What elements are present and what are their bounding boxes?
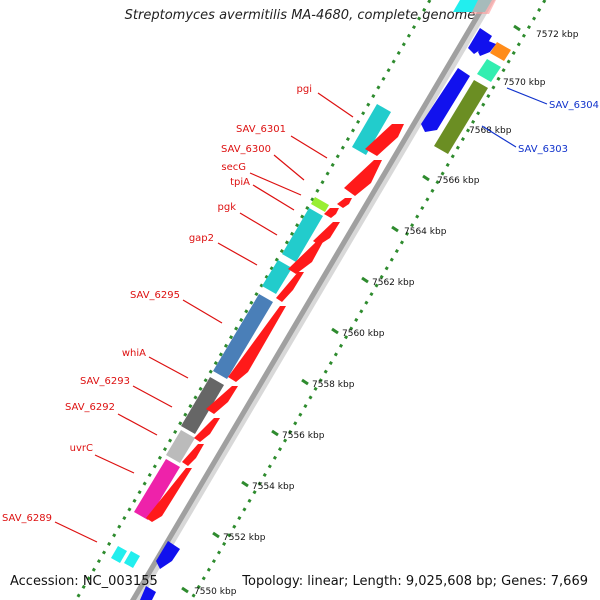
gene-label-whia: whiA [122,348,146,359]
gene-label-sav6300: SAV_6300 [221,144,271,155]
right-label-leaders [481,87,548,148]
right-labels: SAV_6304 SAV_6303 [518,100,599,155]
gene-uvrc-arrow [146,468,192,522]
scale-label: 7556 kbp [282,431,325,441]
scale-ticks-right [189,0,547,600]
scale-label: 7564 kbp [404,227,447,237]
gene-secg-arrow [324,208,339,218]
gene-tpia-arrow [313,222,340,245]
scale-label: 7570 kbp [503,78,546,88]
gene-label-sav6304: SAV_6304 [549,100,599,111]
gene-pgk-arrow [288,240,324,274]
annotation-pgk [282,208,323,262]
annotation-small-cyan [124,551,140,568]
gene-gap2-arrow [276,272,304,302]
gene-label-secg: secG [221,162,246,173]
annotation-pgi [352,104,391,155]
major-tick [181,586,189,594]
gene-label-tpia: tpiA [230,177,250,188]
gene-sav6300-arrow [337,198,352,208]
gene-sav6292-arrow [182,444,204,466]
major-tick [301,378,309,386]
scale-label: 7558 kbp [312,380,355,390]
gene-sav6293-arrow [194,418,220,442]
gene-label-sav6292: SAV_6292 [65,402,115,413]
annotation-sav6289 [111,546,127,563]
scale-label: 7560 kbp [342,329,385,339]
major-tick [271,429,279,437]
annotation-tpia [311,197,329,212]
annotation-track [111,0,511,568]
scale-label: 7566 kbp [437,176,480,186]
scale-label: 7572 kbp [536,30,579,40]
gene-pgi-arrow [365,124,404,156]
annotation-whia [181,377,224,434]
major-tick [513,24,521,32]
annotation-orange [490,42,511,61]
annotation-sav6295 [213,294,273,379]
gene-label-sav6293: SAV_6293 [80,376,130,387]
annotation-gap2 [262,260,292,294]
gene-sav6295-arrow [228,306,286,382]
gene-sav6303-arrow [421,68,470,132]
backbone [130,0,495,600]
major-tick [212,531,220,539]
gene-label-pgk: pgk [218,202,237,213]
gene-blue-small [478,40,496,56]
gene-whia-arrow [206,386,238,414]
major-tick [391,225,399,233]
major-tick [361,276,369,284]
gene-label-sav6289: SAV_6289 [2,513,52,524]
left-labels: pgi SAV_6301 SAV_6300 secG tpiA pgk gap2… [2,84,312,524]
scale-label: 7552 kbp [223,533,266,543]
gene-label-sav6301: SAV_6301 [236,124,286,135]
major-tick [422,174,430,182]
gene-blue-bottom-2 [140,586,156,600]
scale-label: 7562 kbp [372,278,415,288]
gene-blue-bottom [156,541,180,569]
gene-label-uvrc: uvrC [70,443,93,454]
scale-label: 7554 kbp [252,482,295,492]
scale-ticks-left [74,0,432,600]
major-tick [331,327,339,335]
gene-sav6304-arrow [468,28,492,54]
gene-label-sav6303: SAV_6303 [518,144,568,155]
reverse-genes [140,28,496,600]
gene-label-pgi: pgi [297,84,312,95]
annotation-sav6292 [166,430,195,463]
annotation-uvrc [134,459,180,520]
topology-text: Topology: linear; Length: 9,025,608 bp; … [242,574,588,589]
forward-genes [146,124,404,522]
annotation-pink [471,0,496,14]
major-tick [241,480,249,488]
gene-label-sav6295: SAV_6295 [130,290,180,301]
accession-text: Accession: NC_003155 [10,574,158,589]
annotation-spring [477,59,501,82]
scale-label: 7550 kbp [194,587,237,597]
gene-label-gap2: gap2 [189,233,214,244]
annotation-olive [434,80,488,154]
gene-sav6301-arrow [344,160,382,196]
genome-title: Streptomyces avermitilis MA-4680, comple… [124,8,476,23]
left-label-leaders [54,92,354,543]
